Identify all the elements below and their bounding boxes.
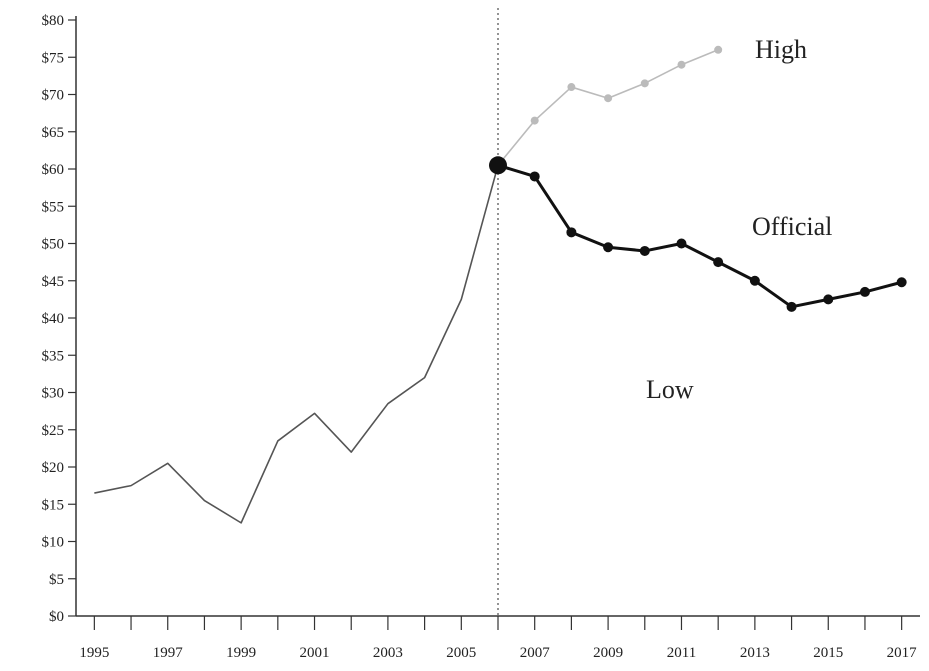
x-tick-label: 2001 [300, 645, 330, 661]
y-tick-label: $65 [42, 125, 65, 141]
x-tick-label: 2017 [887, 645, 918, 661]
y-tick-label: $45 [42, 274, 65, 290]
data-point-official [749, 275, 760, 286]
annotation-high: High [755, 35, 807, 64]
annotation-layer: High Official Low [646, 35, 832, 404]
x-tick-label: 1997 [153, 645, 184, 661]
y-tick-label: $10 [42, 535, 65, 551]
data-point-high [530, 116, 539, 125]
data-point-official [896, 277, 907, 288]
data-point-high [567, 83, 576, 92]
series-line-official [497, 163, 903, 309]
series-layer [94, 45, 907, 524]
series-line-historical [94, 165, 499, 524]
y-tick-label: $40 [42, 311, 65, 327]
annotation-official: Official [752, 212, 832, 241]
y-tick-label: $80 [42, 13, 65, 29]
x-tick-label: 2003 [373, 645, 403, 661]
data-point-high [604, 94, 613, 103]
y-tick-label: $60 [42, 162, 65, 178]
x-tick-label: 2007 [520, 645, 551, 661]
x-tick-label: 2015 [813, 645, 843, 661]
data-point-official [786, 301, 797, 312]
y-tick-label: $35 [42, 348, 65, 364]
y-tick-label: $25 [42, 423, 65, 439]
data-point-official [529, 171, 540, 182]
y-tick-label: $30 [42, 386, 65, 402]
y-tick-label: $50 [42, 237, 65, 253]
series-line-high [497, 49, 719, 166]
data-point-official [639, 245, 650, 256]
data-point-official [603, 242, 614, 253]
junction-point [489, 156, 507, 175]
x-tick-label: 2009 [593, 645, 623, 661]
x-tick-label: 1999 [226, 645, 256, 661]
data-point-official [859, 286, 870, 297]
data-point-official [823, 294, 834, 305]
y-tick-label: $20 [42, 460, 65, 476]
data-point-high [640, 79, 649, 88]
data-point-high [714, 45, 723, 54]
y-tick-label: $55 [42, 199, 65, 215]
x-tick-label: 2005 [446, 645, 476, 661]
y-tick-label: $5 [49, 572, 64, 588]
data-point-high [677, 60, 686, 69]
data-point-official [676, 238, 687, 249]
y-tick-label: $75 [42, 50, 65, 66]
data-point-official [566, 227, 577, 238]
y-tick-label: $0 [49, 609, 64, 625]
annotation-low: Low [646, 375, 694, 404]
data-point-official [713, 257, 724, 268]
x-tick-label: 1995 [79, 645, 109, 661]
y-tick-label: $70 [42, 88, 65, 104]
x-tick-label: 2013 [740, 645, 770, 661]
x-tick-label: 2011 [667, 645, 696, 661]
axes: $0 $5 $10 $15 $20 $25 $30 $35 $40 $45 $50 $55 $60 $65… [42, 8, 920, 661]
y-tick-label: $15 [42, 497, 65, 513]
